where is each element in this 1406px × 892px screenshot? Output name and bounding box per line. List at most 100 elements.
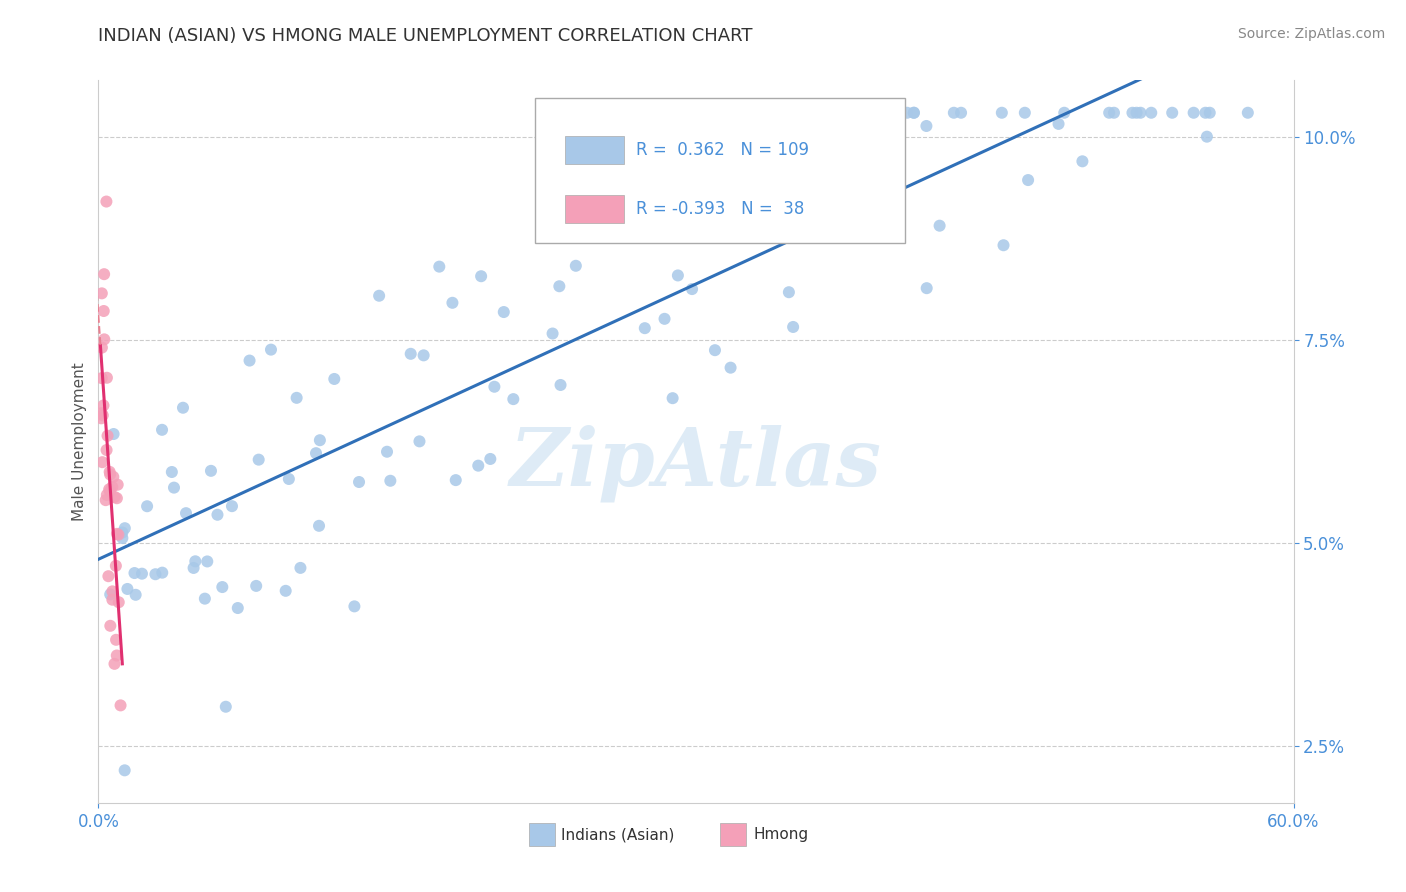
Point xyxy=(184,554,207,568)
Point xyxy=(550,378,572,392)
Point xyxy=(441,295,464,310)
Point xyxy=(114,764,136,778)
Point xyxy=(94,493,117,508)
Point xyxy=(1014,105,1036,120)
Point xyxy=(896,105,918,120)
Point xyxy=(111,531,134,545)
Point xyxy=(107,527,129,541)
Point xyxy=(172,401,194,415)
Point xyxy=(634,321,657,335)
Point xyxy=(103,427,125,442)
Point xyxy=(93,267,115,281)
Point xyxy=(111,525,134,540)
Point xyxy=(704,343,727,358)
Point xyxy=(720,360,742,375)
Point xyxy=(825,105,848,120)
Text: INDIAN (ASIAN) VS HMONG MALE UNEMPLOYMENT CORRELATION CHART: INDIAN (ASIAN) VS HMONG MALE UNEMPLOYMEN… xyxy=(98,27,754,45)
Point xyxy=(666,268,689,283)
Point xyxy=(492,305,515,319)
Bar xyxy=(529,823,555,847)
Point xyxy=(783,137,806,152)
Point xyxy=(150,423,173,437)
Point xyxy=(93,399,115,413)
Point xyxy=(484,380,506,394)
Point xyxy=(103,490,125,504)
Point xyxy=(105,648,128,663)
Point xyxy=(104,558,127,573)
Point xyxy=(541,326,564,341)
Point xyxy=(870,105,893,120)
Point xyxy=(915,119,938,133)
Point xyxy=(103,470,125,484)
Point xyxy=(993,238,1015,252)
Point xyxy=(105,527,128,541)
Point xyxy=(626,105,648,120)
Point xyxy=(90,406,112,420)
Text: R = -0.393   N =  38: R = -0.393 N = 38 xyxy=(637,200,804,218)
Point xyxy=(347,475,370,489)
Point xyxy=(368,289,391,303)
Point xyxy=(117,582,139,596)
Point xyxy=(103,657,125,671)
Point xyxy=(380,474,402,488)
Text: Hmong: Hmong xyxy=(754,827,808,842)
Point xyxy=(1047,117,1070,131)
Point xyxy=(160,465,183,479)
Point xyxy=(408,434,430,449)
Point xyxy=(1071,154,1094,169)
Point xyxy=(226,601,249,615)
Point xyxy=(548,279,571,293)
Point xyxy=(1129,105,1152,120)
Point xyxy=(96,194,118,209)
Point xyxy=(98,484,121,499)
Point xyxy=(950,105,973,120)
Point xyxy=(247,452,270,467)
Point xyxy=(245,579,267,593)
Text: ZipAtlas: ZipAtlas xyxy=(510,425,882,502)
Point xyxy=(444,473,467,487)
Point xyxy=(215,699,238,714)
Point xyxy=(1195,129,1218,144)
Point xyxy=(96,371,118,385)
Point xyxy=(101,592,124,607)
Point xyxy=(308,518,330,533)
Point xyxy=(744,113,766,128)
Point xyxy=(661,391,683,405)
Point xyxy=(90,371,112,385)
Point xyxy=(467,458,489,473)
Point xyxy=(309,434,332,448)
Point xyxy=(174,506,197,520)
Point xyxy=(207,508,229,522)
Point xyxy=(96,443,118,458)
Point xyxy=(565,259,588,273)
Point xyxy=(91,409,114,423)
Y-axis label: Male Unemployment: Male Unemployment xyxy=(72,362,87,521)
Point xyxy=(211,580,233,594)
Point xyxy=(1017,173,1039,187)
Point xyxy=(1053,105,1076,120)
Point xyxy=(98,587,121,601)
Point xyxy=(1161,105,1184,120)
Point xyxy=(343,599,366,614)
Point xyxy=(1125,105,1147,120)
Point xyxy=(98,467,121,482)
Point xyxy=(1121,105,1143,120)
Point xyxy=(145,567,167,582)
Point xyxy=(105,491,128,506)
Point xyxy=(194,591,217,606)
Point xyxy=(399,347,422,361)
FancyBboxPatch shape xyxy=(534,98,905,243)
Point xyxy=(290,561,312,575)
Point xyxy=(1140,105,1163,120)
Point xyxy=(479,452,502,467)
Text: Source: ZipAtlas.com: Source: ZipAtlas.com xyxy=(1237,27,1385,41)
Point xyxy=(502,392,524,406)
Point xyxy=(617,210,640,224)
Point xyxy=(195,554,218,568)
Point xyxy=(238,353,260,368)
Point xyxy=(903,105,925,120)
Point xyxy=(110,698,132,713)
Point xyxy=(903,105,925,120)
Point xyxy=(274,583,297,598)
Point xyxy=(183,561,205,575)
